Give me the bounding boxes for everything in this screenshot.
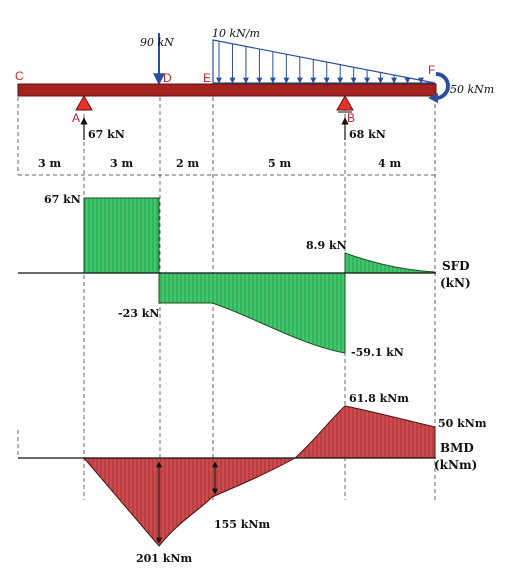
sfd-unit: (kN) (440, 276, 471, 290)
span-label-bf: 4 m (378, 157, 401, 170)
sfd-label-8-9: 8.9 kN (306, 239, 347, 252)
moment-arrowhead (428, 93, 438, 103)
moment-label: 50 kNm (450, 83, 494, 96)
moment-arc (435, 72, 450, 100)
bmd (18, 405, 436, 547)
sfd-label-23: -23 kN (118, 307, 159, 320)
udl-label: 10 kN/m (212, 27, 260, 40)
point-e-label: E (203, 71, 211, 85)
point-c-label: C (15, 69, 24, 83)
sfd-hatch-bf (345, 253, 435, 273)
span-label-ad: 3 m (110, 157, 133, 170)
point-d-label: D (163, 71, 172, 85)
support-a (75, 94, 93, 111)
span-label-eb: 5 m (268, 157, 291, 170)
span-label-ca: 3 m (38, 157, 61, 170)
beam (17, 83, 437, 97)
point-a-label: A (72, 111, 80, 125)
support-b (336, 94, 354, 111)
bmd-unit: (kNm) (434, 458, 477, 472)
point-b-label: B (347, 111, 355, 125)
bmd-hatch-positive (295, 406, 435, 458)
reaction-b-label: 68 kN (349, 128, 386, 141)
point-load-label: 90 kN (140, 36, 174, 49)
point-f-label: F (428, 63, 435, 77)
sfd-label-67: 67 kN (44, 193, 81, 206)
bmd-label-61-8: 61.8 kNm (349, 392, 409, 405)
reaction-a-label: 67 kN (88, 128, 125, 141)
sfd-hatch-ad (84, 198, 159, 273)
sfd-title: SFD (442, 259, 470, 273)
bmd-label-50: 50 kNm (438, 417, 487, 430)
span-label-de: 2 m (176, 157, 199, 170)
sfd (18, 197, 436, 354)
bmd-label-155: 155 kNm (214, 518, 270, 531)
bmd-hatch-negative (84, 458, 295, 546)
sfd-hatch-db (159, 273, 345, 353)
sfd-label-59-1: -59.1 kN (351, 346, 404, 359)
bmd-label-201: 201 kNm (136, 552, 192, 565)
bmd-title: BMD (440, 441, 474, 455)
distributed-load (212, 39, 436, 84)
